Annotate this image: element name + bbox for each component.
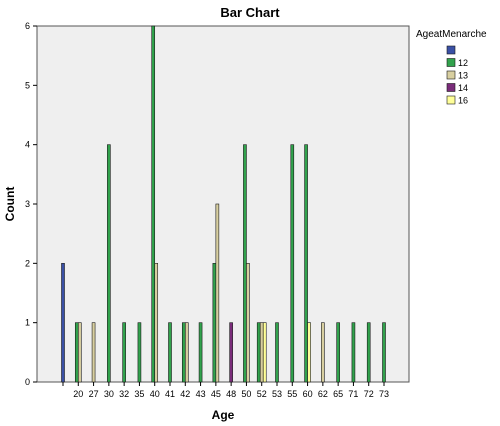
x-tick-label: 42 bbox=[180, 389, 190, 399]
x-tick-label: 65 bbox=[333, 389, 343, 399]
x-tick-label: 73 bbox=[379, 389, 389, 399]
y-tick-label: 2 bbox=[25, 258, 30, 268]
x-tick-label: 48 bbox=[226, 389, 236, 399]
bar-age-52-menarche-12 bbox=[256, 322, 261, 383]
bar-age-53-menarche-12 bbox=[275, 322, 279, 383]
bar-age-missing-menarche-missing bbox=[61, 263, 65, 383]
x-tick-label: 50 bbox=[241, 389, 251, 399]
plot-area bbox=[36, 25, 410, 383]
bar-age-42-menarche-12 bbox=[181, 322, 186, 383]
y-axis-title: Count bbox=[3, 187, 17, 222]
chart-title: Bar Chart bbox=[220, 5, 280, 20]
bar-age-45-menarche-13 bbox=[215, 203, 220, 383]
bar-age-35-menarche-12 bbox=[137, 322, 142, 383]
bar-age-62-menarche-13 bbox=[321, 322, 325, 383]
legend: AgeatMenarche 12 13 14 16 bbox=[416, 29, 487, 106]
bar-age-60-menarche-16 bbox=[307, 322, 311, 383]
bar-age-42-menarche-13 bbox=[184, 322, 189, 383]
y-tick-label: 4 bbox=[25, 140, 30, 150]
legend-swatch bbox=[446, 45, 456, 55]
x-tick-label: 72 bbox=[364, 389, 374, 399]
legend-label: 13 bbox=[458, 71, 468, 81]
x-tick-label: 53 bbox=[272, 389, 282, 399]
x-tick-label: 45 bbox=[211, 389, 221, 399]
x-tick-label: 32 bbox=[119, 389, 129, 399]
x-tick-label: 52 bbox=[257, 389, 267, 399]
legend-label: 16 bbox=[458, 96, 468, 106]
legend-label: 12 bbox=[458, 58, 468, 68]
bar-age-41-menarche-12 bbox=[168, 322, 172, 383]
legend-swatch bbox=[446, 95, 456, 105]
bar-age-52-menarche-13 bbox=[259, 322, 264, 383]
bar-age-45-menarche-12 bbox=[212, 263, 217, 383]
bar-age-60-menarche-12 bbox=[304, 144, 308, 383]
bar-age-72-menarche-12 bbox=[366, 322, 371, 383]
x-axis: 20 27 30 32 35 40 41 42 43 45 48 50 52 53 55 60 62 65 71 72… bbox=[62, 382, 389, 399]
y-tick-label: 1 bbox=[25, 318, 30, 328]
x-tick-label: 60 bbox=[303, 389, 313, 399]
y-tick-label: 3 bbox=[25, 199, 30, 209]
bar-age-20-menarche-12 bbox=[74, 322, 79, 383]
bar-age-73-menarche-12 bbox=[382, 322, 386, 383]
y-tick-label: 5 bbox=[25, 80, 30, 90]
bar-age-71-menarche-12 bbox=[351, 322, 356, 383]
y-tick-label: 0 bbox=[25, 377, 30, 387]
x-tick-label: 43 bbox=[196, 389, 206, 399]
x-tick-label: 20 bbox=[73, 389, 83, 399]
bar-age-30-menarche-12 bbox=[107, 144, 111, 383]
x-tick-label: 41 bbox=[165, 389, 175, 399]
bar-age-43-menarche-12 bbox=[198, 322, 203, 383]
legend-swatch bbox=[446, 70, 456, 80]
x-tick-label: 27 bbox=[89, 389, 99, 399]
bar-age-52-menarche-16 bbox=[262, 322, 267, 383]
y-tick-label: 6 bbox=[25, 21, 30, 31]
bar-age-40-menarche-12 bbox=[151, 25, 156, 383]
legend-swatch bbox=[446, 58, 456, 67]
bar-age-32-menarche-12 bbox=[122, 322, 126, 383]
bar-age-50-menarche-12 bbox=[243, 144, 247, 383]
x-tick-label: 62 bbox=[318, 389, 328, 399]
x-tick-label: 71 bbox=[348, 389, 358, 399]
x-tick-label: 35 bbox=[134, 389, 144, 399]
bar-age-50-menarche-13 bbox=[246, 263, 250, 383]
bar-age-48-menarche-14 bbox=[229, 322, 233, 383]
x-axis-title: Age bbox=[212, 408, 235, 422]
x-tick-label: 40 bbox=[150, 389, 160, 399]
legend-title: AgeatMenarche bbox=[416, 29, 487, 40]
bar-age-55-menarche-12 bbox=[290, 144, 295, 383]
bar-age-27-menarche-13 bbox=[91, 322, 96, 383]
x-tick-label: 55 bbox=[287, 389, 297, 399]
y-axis: 0 1 2 3 4 5 6 bbox=[25, 21, 37, 387]
bar-age-65-menarche-12 bbox=[336, 322, 340, 383]
legend-swatch bbox=[446, 83, 456, 92]
bar-age-40-menarche-13 bbox=[154, 263, 159, 383]
bar-age-20-menarche-13 bbox=[77, 322, 82, 383]
legend-label: 14 bbox=[458, 83, 468, 93]
x-tick-label: 30 bbox=[104, 389, 114, 399]
